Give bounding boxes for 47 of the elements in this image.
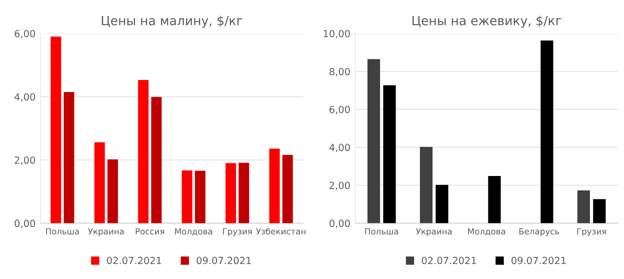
bar xyxy=(488,176,501,224)
bar xyxy=(238,162,250,224)
x-tick-label: Польша xyxy=(46,228,79,235)
y-tick-label: 2,00 xyxy=(14,156,36,165)
y-tick-label: 4,00 xyxy=(329,144,350,152)
chart-title: Цены на малину, $/кг xyxy=(102,16,242,28)
x-tick-label: Беларусь xyxy=(519,228,560,236)
y-tick-label: 0,00 xyxy=(330,220,350,228)
chart-title: Цены на ежевику, $/кг xyxy=(412,16,562,28)
y-tick-label: 6,00 xyxy=(330,106,350,114)
x-tick-label: Грузия xyxy=(223,228,252,236)
bar xyxy=(540,40,554,224)
y-tick-label: 4,00 xyxy=(14,93,36,102)
bar xyxy=(282,154,293,224)
bar xyxy=(269,148,280,224)
x-tick-label: Молдова xyxy=(468,228,506,236)
x-tick-label: Россия xyxy=(136,228,164,235)
bar xyxy=(420,146,433,224)
x-tick-label: Грузия xyxy=(577,228,606,236)
legend-label: 02.07.2021 xyxy=(422,256,476,264)
bar xyxy=(383,85,396,224)
bar xyxy=(593,199,606,224)
y-tick-label: 10,00 xyxy=(324,30,350,38)
legend-label: 09.07.2021 xyxy=(196,256,251,264)
x-tick-label: Молдова xyxy=(175,228,212,236)
x-tick-label: Узбекистан xyxy=(256,228,306,235)
bar xyxy=(151,97,162,224)
y-tick-label: 6,00 xyxy=(14,30,36,38)
y-tick-label: 8,00 xyxy=(330,68,350,76)
bar xyxy=(226,163,236,224)
x-tick-label: Украина xyxy=(88,228,124,236)
x-tick-label: Украина xyxy=(416,228,452,236)
bar xyxy=(138,80,149,224)
bar xyxy=(577,190,590,224)
bar xyxy=(94,142,105,224)
bar xyxy=(436,184,448,224)
legend-label: 09.07.2021 xyxy=(512,256,566,264)
bar xyxy=(367,59,380,224)
bar xyxy=(64,92,74,224)
bar xyxy=(50,36,62,224)
x-tick-label: Польша xyxy=(365,228,398,235)
bar xyxy=(194,170,206,224)
y-tick-label: 2,00 xyxy=(330,182,350,190)
legend-label: 02.07.2021 xyxy=(106,256,162,264)
bar xyxy=(107,159,118,224)
bar xyxy=(182,170,192,224)
y-tick-label: 0,00 xyxy=(14,220,36,228)
